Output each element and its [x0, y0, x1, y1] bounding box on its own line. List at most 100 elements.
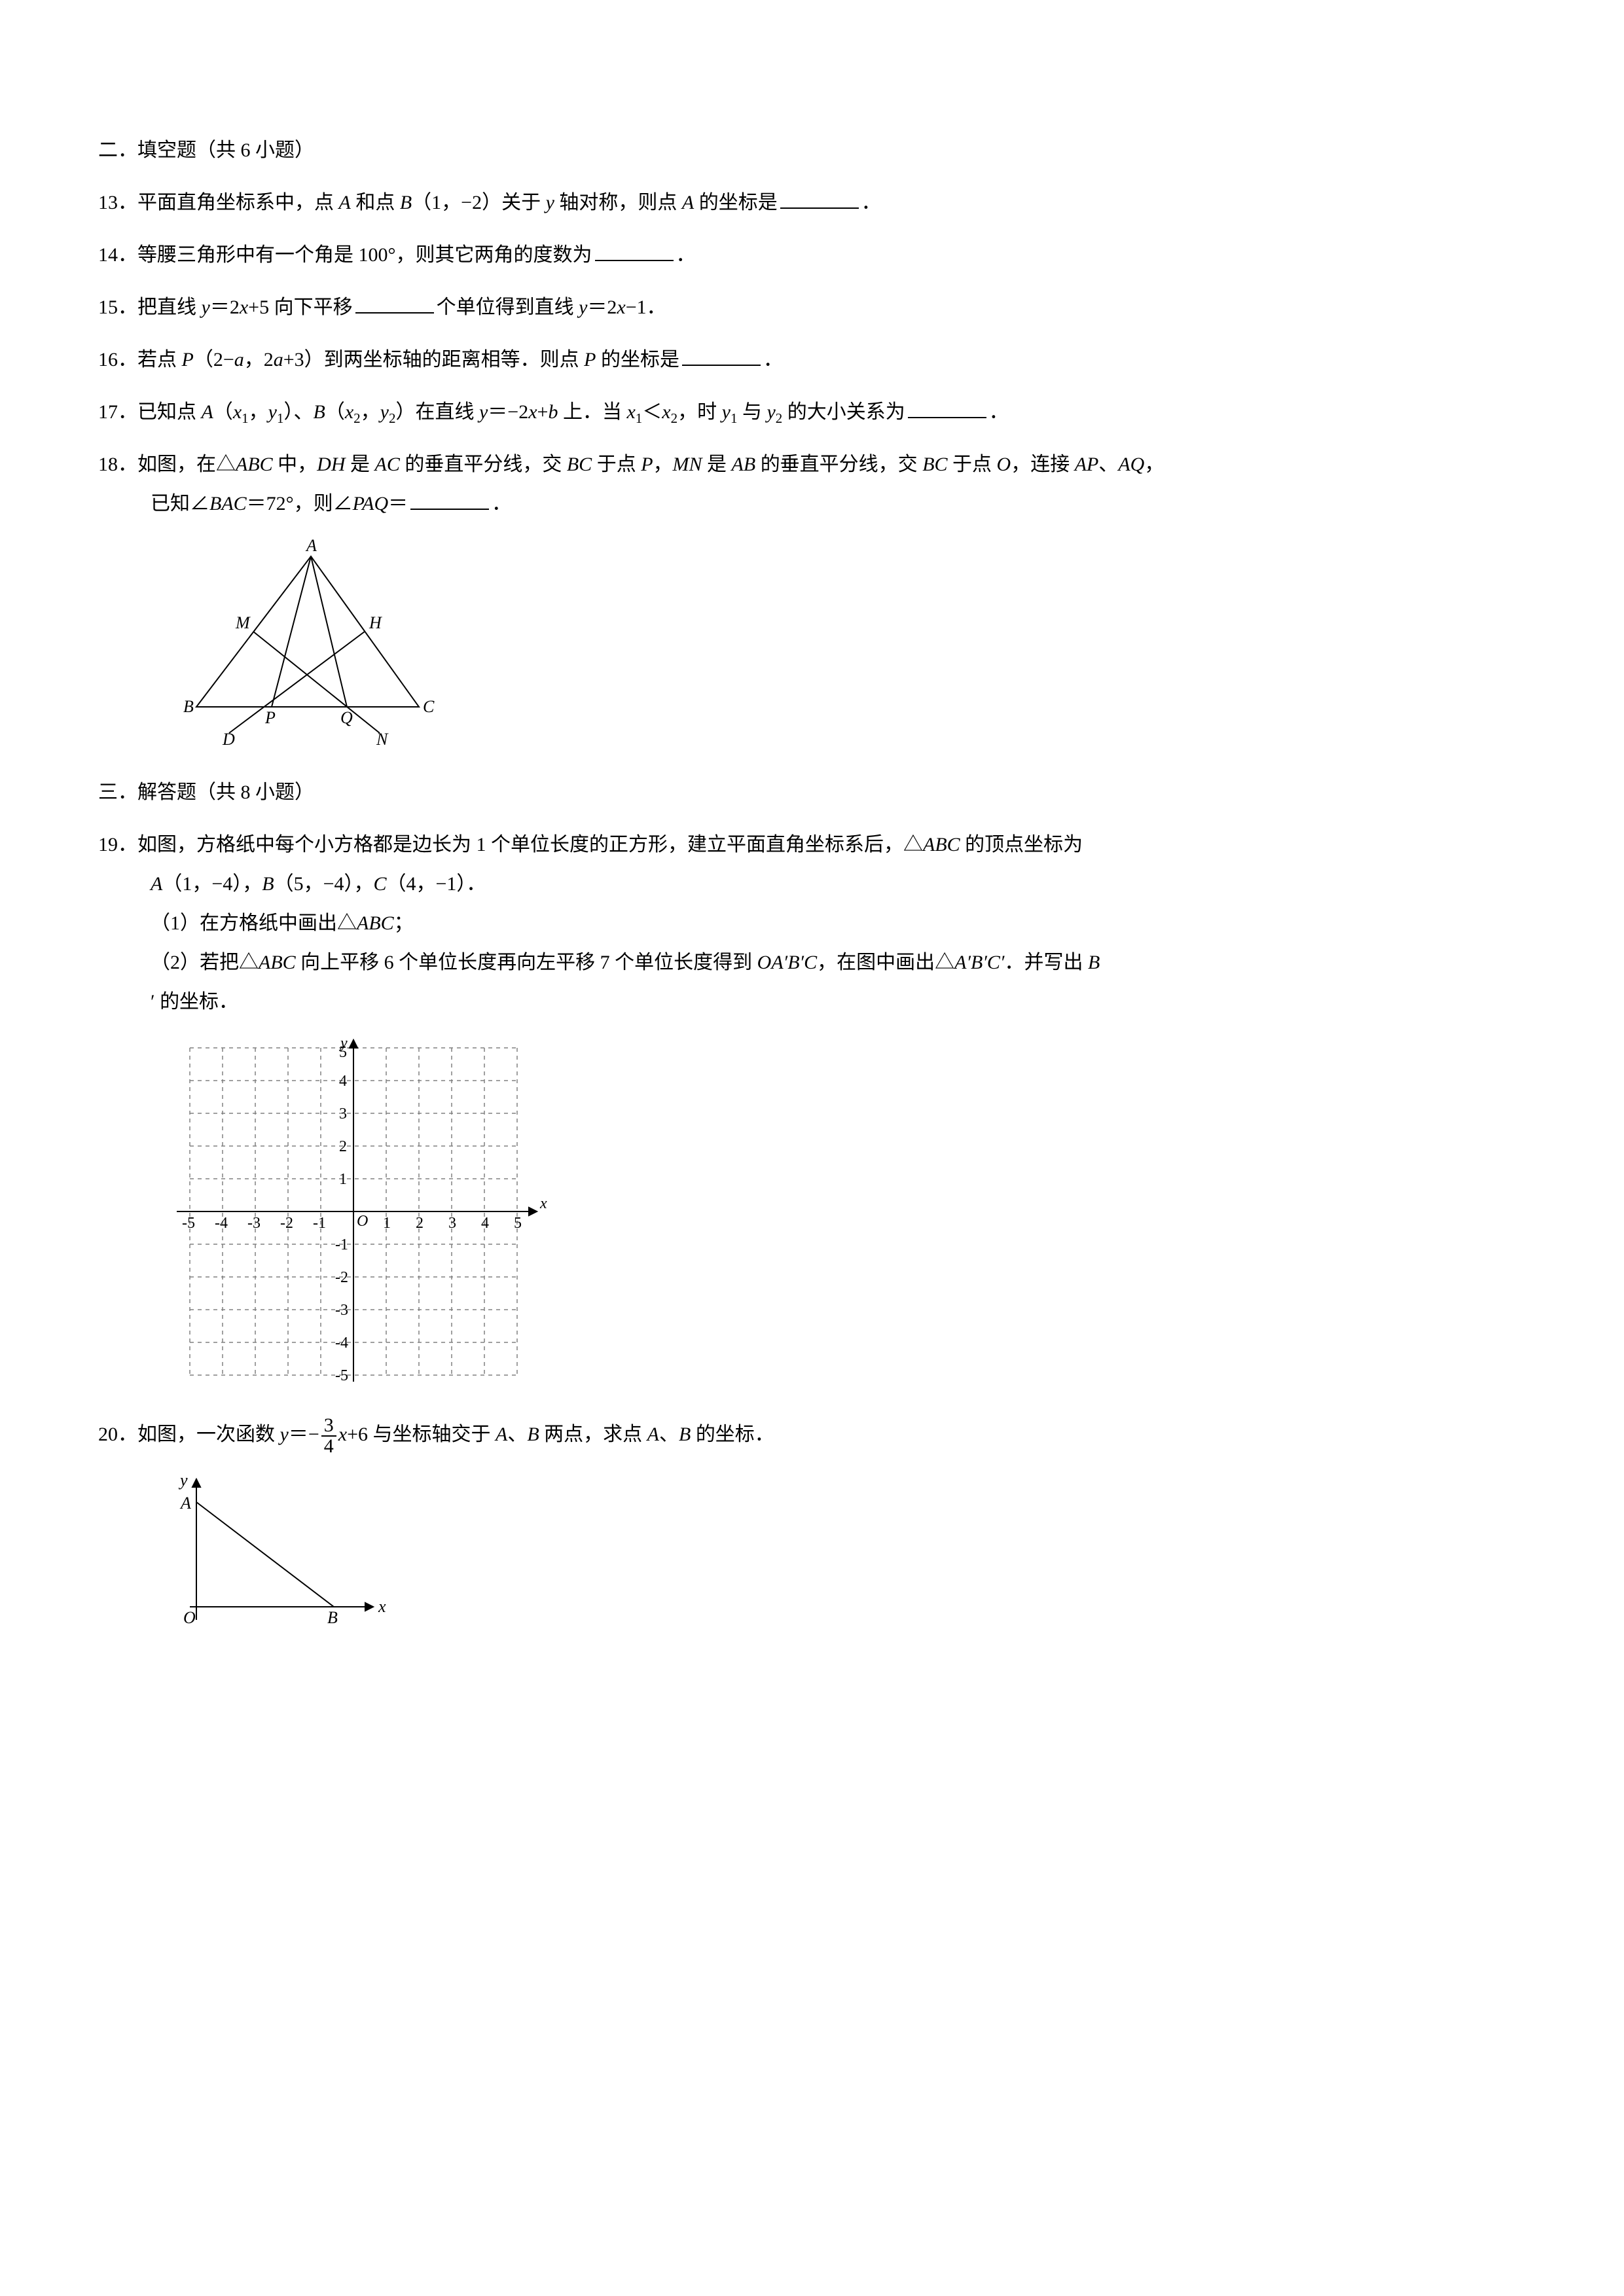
q17-and: 与	[737, 401, 767, 423]
q15-eq1b: ＝2	[210, 296, 240, 318]
q17-eqb: b	[548, 401, 558, 423]
q17-Bc2: ）在直线	[395, 401, 479, 423]
q13-post: 的坐标是	[694, 192, 778, 213]
q19-p2-C: C	[804, 952, 817, 973]
q19-p2d: ．并写出	[1005, 952, 1089, 973]
q20-y-label: y	[178, 1471, 188, 1490]
q17-s2b: 2	[389, 410, 396, 426]
question-15: 15．把直线 y＝2x+5 向下平移个单位得到直线 y＝2x−1．	[98, 288, 1526, 327]
q19-xn1: -1	[313, 1215, 326, 1232]
q17-s1c: 1	[636, 410, 643, 426]
q13-y: y	[546, 192, 554, 213]
q18-diagram: A B C D H M N P Q	[157, 537, 1526, 760]
q18-pre: 如图，在△	[137, 454, 236, 475]
q16-coords: （2−	[194, 349, 234, 370]
q18-O: O	[997, 454, 1011, 475]
q19-yn1: -1	[335, 1236, 348, 1253]
q17-pre: 已知点	[137, 401, 202, 423]
q18-ABC: ABC	[236, 454, 273, 475]
q18-t7: 的垂直平分线，交	[755, 454, 922, 475]
q15-pre: 把直线	[137, 296, 202, 318]
q20-mid: 、	[507, 1424, 527, 1445]
q19-p2-ABC: ABC	[259, 952, 296, 973]
q19-y5: 5	[339, 1044, 347, 1061]
q19-xn4: -4	[215, 1215, 228, 1232]
q15-mid: 个单位得到直线	[437, 296, 579, 318]
q17-Bc: （	[325, 401, 345, 423]
q18-blank[interactable]	[410, 487, 489, 510]
q13-A: A	[339, 192, 351, 213]
q19-x4: 4	[481, 1215, 489, 1232]
q19-y2: 2	[339, 1138, 347, 1155]
q15-x1: x	[240, 296, 248, 318]
q15-eq2b: ＝2	[587, 296, 617, 318]
q16-a2: a	[274, 349, 283, 370]
q19-num: 19．	[98, 834, 137, 855]
q19-part1: （1）在方格纸中画出△ABC；	[151, 904, 1526, 943]
q13-num: 13．	[98, 192, 137, 213]
q19-part2-line2: ′ 的坐标．	[151, 982, 1526, 1022]
q13-mid2: 轴对称，则点	[554, 192, 682, 213]
q19-p1-ABC: ABC	[357, 912, 394, 934]
q19-p2-O: O	[757, 952, 772, 973]
q20-post: 两点，求点	[539, 1424, 647, 1445]
q19-xn3: -3	[247, 1215, 261, 1232]
q18-BC2: BC	[922, 454, 947, 475]
q13-mid1: 和点	[351, 192, 400, 213]
q20-frac: 34	[321, 1416, 336, 1456]
q18-label-D: D	[222, 730, 235, 746]
q18-BAC: BAC	[209, 493, 247, 514]
q16-blank[interactable]	[682, 343, 761, 366]
q18-P: P	[641, 454, 653, 475]
q14-blank[interactable]	[595, 238, 674, 261]
q18-t11: ，	[1144, 454, 1164, 475]
q19-yn3: -3	[335, 1302, 348, 1319]
q18-t1: 中，	[273, 454, 317, 475]
q19-p2-Bp: B′	[787, 952, 804, 973]
q19-p2a: （2）若把△	[151, 952, 259, 973]
q20-B2: B	[679, 1424, 691, 1445]
q19-x-label: x	[539, 1195, 547, 1212]
q18-t9: ，连接	[1011, 454, 1075, 475]
q19-coords: A（1，−4），B（5，−4），C（4，−1）．	[151, 865, 1526, 904]
q19-y4: 4	[339, 1073, 347, 1090]
q13-tail: ．	[861, 192, 881, 213]
q16-mid2: +3）到两坐标轴的距离相等．则点	[283, 349, 584, 370]
q20-x-label: x	[378, 1597, 386, 1616]
q17-blank[interactable]	[908, 395, 986, 418]
q20-svg: y x O A B	[157, 1469, 393, 1633]
q19-part2: （2）若把△ABC 向上平移 6 个单位长度再向左平移 7 个单位长度得到 OA…	[151, 943, 1526, 982]
q17-eq: ＝−2	[488, 401, 528, 423]
q13-pre: 平面直角坐标系中，点	[137, 192, 339, 213]
q20-diagram: y x O A B	[157, 1469, 1526, 1647]
q16-num: 16．	[98, 349, 137, 370]
q17-Ac: （	[213, 401, 233, 423]
q19-pre: 如图，方格纸中每个小方格都是边长为 1 个单位长度的正方形，建立平面直角坐标系后…	[137, 834, 923, 855]
q19-yn4: -4	[335, 1335, 348, 1352]
q17-tail: ．	[989, 401, 1009, 423]
q17-mid: 上．当	[558, 401, 626, 423]
q13-blank[interactable]	[780, 186, 859, 209]
question-16: 16．若点 P（2−a，2a+3）到两坐标轴的距离相等．则点 P 的坐标是．	[98, 340, 1526, 380]
q20-frac-num: 3	[321, 1416, 336, 1437]
q18-line2c: ＝	[388, 493, 408, 514]
q19-p2-Ap: A′	[771, 952, 787, 973]
q15-blank[interactable]	[355, 291, 434, 314]
q18-BC: BC	[567, 454, 592, 475]
q19-Cc: （4，−1）．	[387, 873, 486, 895]
q14-num: 14．	[98, 244, 137, 266]
q14-text: 等腰三角形中有一个角是 100°，则其它两角的度数为	[137, 244, 592, 266]
question-19: 19．如图，方格纸中每个小方格都是边长为 1 个单位长度的正方形，建立平面直角坐…	[98, 825, 1526, 1022]
q16-P2: P	[584, 349, 596, 370]
q17-y1b: y	[722, 401, 731, 423]
section-3-title: 三．解答题（共 8 小题）	[98, 773, 1526, 812]
q17-c2: ，	[361, 401, 380, 423]
q17-num: 17．	[98, 401, 137, 423]
q17-x1b: x	[626, 401, 635, 423]
q19-x1: 1	[383, 1215, 391, 1232]
q20-axes	[190, 1479, 373, 1620]
q19-axes	[177, 1040, 537, 1382]
q19-yn2: -2	[335, 1269, 348, 1286]
q20-labels: y x O A B	[178, 1471, 386, 1627]
q18-label-H: H	[369, 613, 382, 632]
